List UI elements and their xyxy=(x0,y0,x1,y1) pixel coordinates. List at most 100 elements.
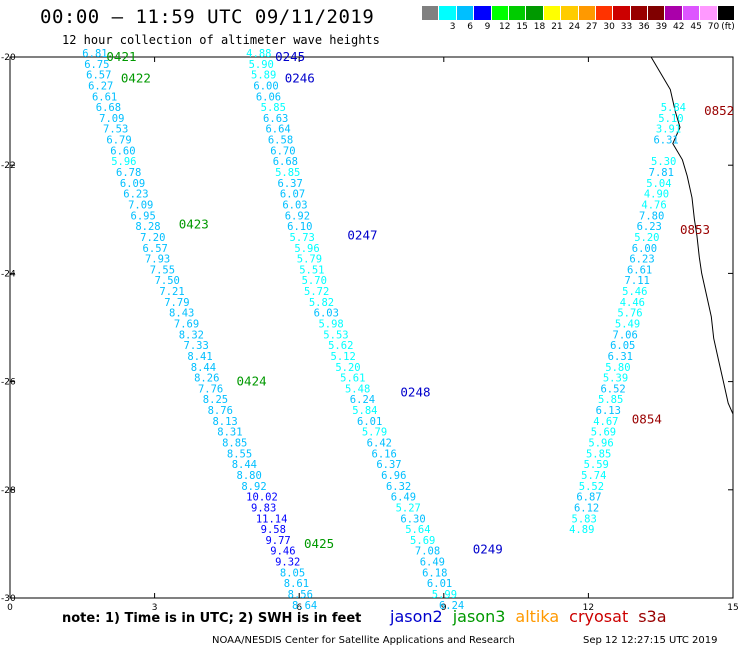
wave-height-value: 6.87 xyxy=(576,492,601,504)
wave-height-value: 3.91 xyxy=(656,124,681,136)
wave-height-value: 5.27 xyxy=(396,502,421,514)
x-tick-label: 12 xyxy=(583,603,594,613)
legend-swatch xyxy=(526,6,544,20)
wave-height-value: 8.85 xyxy=(222,438,247,450)
wave-height-value: 7.55 xyxy=(150,264,175,276)
wave-height-value: 5.82 xyxy=(309,297,334,309)
wave-height-value: 9.58 xyxy=(261,524,286,536)
legend-label: 21 xyxy=(551,22,563,32)
wave-height-value: 5.89 xyxy=(251,70,276,82)
legend-swatch xyxy=(613,6,631,20)
wave-height-value: 6.24 xyxy=(350,394,375,406)
wave-height-value: 5.85 xyxy=(586,448,611,460)
wave-height-value: 5.73 xyxy=(290,232,315,244)
legend-swatch xyxy=(595,6,614,20)
wave-height-value: 5.74 xyxy=(581,470,606,482)
wave-height-value: 8.76 xyxy=(208,405,233,417)
legend-label: 36 xyxy=(638,22,650,32)
wave-height-value: 6.75 xyxy=(84,59,109,71)
wave-height-color-legend: 3 6 9 12 15 18 21 24 27 30 33 36 39 42 45 70 (ft) xyxy=(422,6,736,34)
pass-time-label: 0248 xyxy=(400,384,430,399)
wave-height-value: 7.09 xyxy=(99,113,124,125)
pass-time-label: 0424 xyxy=(237,374,267,389)
wave-height-value: 5.79 xyxy=(362,427,387,439)
wave-height-value: 6.92 xyxy=(285,210,310,222)
wave-height-value: 8.31 xyxy=(217,427,242,439)
legend-swatches xyxy=(422,6,736,20)
wave-height-value: 5.80 xyxy=(605,362,630,374)
wave-height-value: 7.69 xyxy=(174,319,199,331)
satellite-altika: altika xyxy=(515,607,560,626)
wave-height-value: 6.95 xyxy=(131,210,156,222)
wave-height-value: 4.89 xyxy=(569,524,594,536)
legend-labels: 3 6 9 12 15 18 21 24 27 30 33 36 39 42 45 70 (ft) xyxy=(422,20,735,34)
wave-height-value: 9.46 xyxy=(270,546,295,558)
track-jason2: 4.885.905.896.006.065.856.636.646.586.70… xyxy=(246,48,503,612)
wave-height-value: 8.64 xyxy=(292,600,317,612)
wave-height-value: 6.24 xyxy=(439,600,464,612)
footnote: note: 1) Time is in UTC; 2) SWH is in fe… xyxy=(62,611,362,626)
wave-height-value: 5.85 xyxy=(598,394,623,406)
x-tick-label: 0 xyxy=(7,603,13,613)
legend-label: 12 xyxy=(499,22,511,32)
y-tick-label: -20 xyxy=(1,53,16,63)
wave-height-value: 8.44 xyxy=(232,459,257,471)
satellite-cryosat: cryosat xyxy=(569,607,629,626)
wave-height-value: 8.61 xyxy=(284,578,309,590)
legend-swatch xyxy=(474,6,492,20)
wave-height-value: 7.33 xyxy=(184,340,209,352)
wave-height-value: 6.49 xyxy=(391,492,416,504)
legend-swatch xyxy=(543,6,562,20)
wave-height-value: 6.68 xyxy=(96,102,121,114)
wave-height-value: 11.14 xyxy=(256,513,288,525)
axis-ticks: 0 3 6 9 12 15 -20 -22 -24 -26 -28 -30 xyxy=(1,53,739,613)
y-tick-label: -28 xyxy=(1,486,16,496)
wave-height-value: 5.61 xyxy=(340,373,365,385)
wave-height-value: 5.69 xyxy=(410,535,435,547)
wave-height-value: 5.90 xyxy=(249,59,274,71)
legend-label: 6 xyxy=(467,22,473,32)
wave-height-value: 6.09 xyxy=(120,178,145,190)
wave-height-value: 6.00 xyxy=(632,243,657,255)
wave-height-value: 6.79 xyxy=(106,135,131,147)
wave-height-value: 6.10 xyxy=(287,221,312,233)
legend-label: 70 xyxy=(707,22,720,32)
wave-height-value: 5.84 xyxy=(352,405,377,417)
wave-height-value: 6.49 xyxy=(420,557,445,569)
wave-height-value: 4.46 xyxy=(620,297,645,309)
pass-time-label: 0423 xyxy=(179,217,209,232)
wave-height-value: 5.79 xyxy=(297,254,322,266)
legend-swatch xyxy=(717,6,736,20)
wave-height-value: 7.76 xyxy=(198,383,223,395)
wave-height-value: 5.62 xyxy=(328,340,353,352)
wave-height-value: 8.26 xyxy=(194,373,219,385)
wave-height-value: 6.96 xyxy=(381,470,406,482)
legend-swatch xyxy=(700,6,718,20)
legend-label: 24 xyxy=(568,22,581,32)
satellite-tracks: 6.816.756.576.276.616.687.097.536.796.60… xyxy=(82,48,734,612)
legend-swatch xyxy=(630,6,649,20)
legend-swatch xyxy=(456,6,475,20)
wave-height-value: 5.83 xyxy=(572,513,597,525)
legend-swatch xyxy=(682,6,701,20)
x-tick-label: 3 xyxy=(152,603,158,613)
wave-height-value: 5.51 xyxy=(299,264,324,276)
map-title: 00:00 – 11:59 UTC 09/11/2019 xyxy=(40,6,375,28)
wave-height-value: 8.05 xyxy=(280,567,305,579)
wave-height-value: 9.77 xyxy=(265,535,290,547)
wave-height-value: 5.59 xyxy=(584,459,609,471)
track-cryosat: 5.845.103.916.315.307.815.044.904.767.80… xyxy=(569,102,734,536)
legend-swatch xyxy=(422,6,440,20)
wave-height-value: 5.64 xyxy=(405,524,430,536)
wave-height-value: 7.06 xyxy=(613,329,638,341)
legend-label: 3 xyxy=(449,22,456,32)
wave-height-value: 6.23 xyxy=(637,221,662,233)
wave-height-value: 5.12 xyxy=(331,351,356,363)
wave-height-value: 4.90 xyxy=(644,189,669,201)
y-tick-label: -30 xyxy=(1,594,16,604)
legend-swatch xyxy=(508,6,527,20)
wave-height-value: 8.32 xyxy=(179,329,204,341)
legend-label: 9 xyxy=(484,22,491,32)
pass-time-label: 0854 xyxy=(632,411,662,426)
